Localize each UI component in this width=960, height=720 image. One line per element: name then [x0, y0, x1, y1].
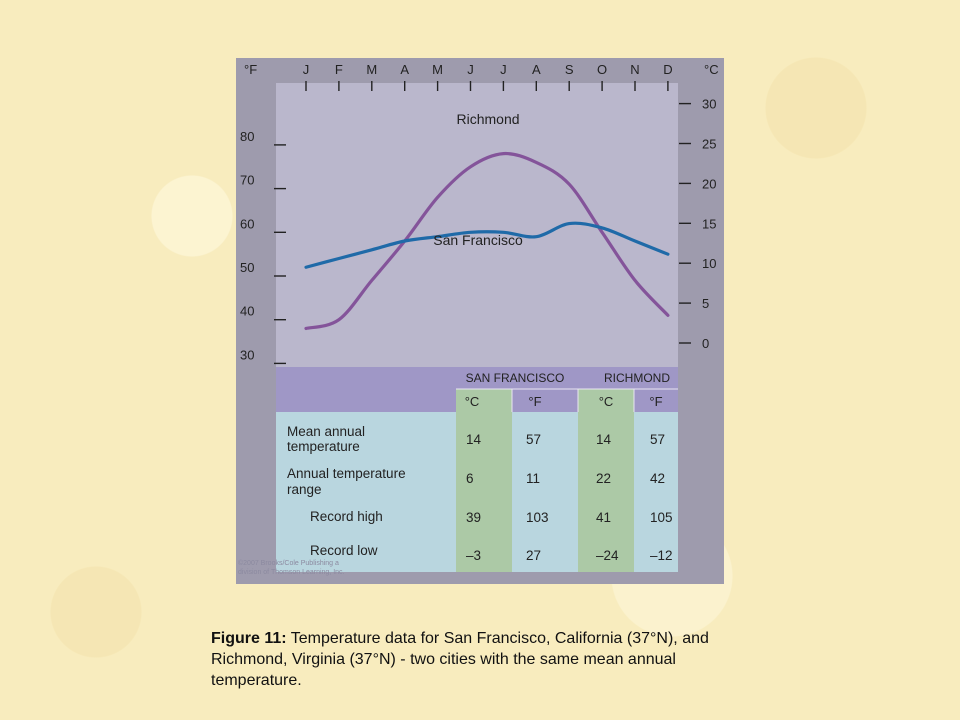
y-tick-label-f: 50 — [240, 260, 254, 275]
table-unit-header: °F — [649, 394, 662, 409]
month-label: A — [532, 62, 541, 77]
table-unit-header: °C — [465, 394, 480, 409]
table-cell: –24 — [596, 548, 619, 563]
y-tick-label-f: 30 — [240, 347, 254, 362]
copyright-text: ©2007 Brooks/Cole Publishing a — [238, 559, 339, 567]
month-label: M — [432, 62, 443, 77]
month-label: J — [303, 62, 310, 77]
series-line-san-francisco — [304, 221, 670, 269]
table-row-label: Record high — [310, 509, 383, 524]
month-label: F — [335, 62, 343, 77]
table-row-label: Record low — [310, 543, 378, 558]
month-label: M — [366, 62, 377, 77]
table-cell: 14 — [466, 432, 482, 447]
table-unit-header: °C — [599, 394, 614, 409]
table-cell: 103 — [526, 510, 549, 525]
y-tick-label-c: 20 — [702, 176, 716, 191]
table-cell: –12 — [650, 548, 673, 563]
table-cell: 39 — [466, 510, 481, 525]
table-cell: 27 — [526, 548, 541, 563]
caption-text: Temperature data for San Francisco, Cali… — [211, 630, 709, 689]
table-celsius-column — [578, 389, 634, 572]
month-label: D — [663, 62, 672, 77]
table-unit-header: °F — [528, 394, 541, 409]
table-row-label: Mean annual — [287, 424, 365, 439]
y-tick-label-f: 80 — [240, 129, 254, 144]
table-cell: 22 — [596, 471, 611, 486]
table-city-header: RICHMOND — [604, 371, 670, 385]
series-label-richmond: Richmond — [456, 111, 519, 127]
y-tick-label-c: 5 — [702, 296, 709, 311]
y-tick-label-c: 15 — [702, 216, 716, 231]
table-cell: 41 — [596, 510, 611, 525]
y-tick-label-f: 60 — [240, 216, 254, 231]
y-tick-label-f: 40 — [240, 304, 254, 319]
table-cell: 42 — [650, 471, 665, 486]
y-tick-label-f: 70 — [240, 173, 254, 188]
y-tick-label-c: 0 — [702, 336, 709, 351]
y-tick-label-c: 25 — [702, 137, 716, 152]
plot-area — [276, 83, 678, 367]
caption-label: Figure 11: — [211, 630, 287, 647]
table-cell: 105 — [650, 510, 673, 525]
month-label: A — [400, 62, 409, 77]
series-line-richmond — [304, 151, 670, 331]
series-label-san-francisco: San Francisco — [433, 232, 523, 248]
month-label: N — [630, 62, 639, 77]
table-cell: 6 — [466, 471, 474, 486]
y-tick-label-c: 30 — [702, 97, 716, 112]
y-tick-label-c: 10 — [702, 256, 716, 271]
table-city-header: SAN FRANCISCO — [466, 371, 565, 385]
table-cell: 57 — [526, 432, 541, 447]
temperature-chart: J F M A M J J A S O N D °F °C 30 40 50 60 70 80 0 5 10 15 20 25 30… — [238, 62, 719, 576]
table-cell: 14 — [596, 432, 612, 447]
copyright-text: division of Thomson Learning, Inc. — [238, 569, 345, 576]
table-row-label: Annual temperature — [287, 466, 406, 481]
y-axis-unit-left: °F — [244, 62, 257, 77]
table-cell: 11 — [526, 471, 540, 486]
table-cell: 57 — [650, 432, 665, 447]
month-label: O — [597, 62, 607, 77]
table-row-label: range — [287, 482, 322, 497]
month-label: J — [500, 62, 507, 77]
figure-caption: Figure 11: Temperature data for San Fran… — [211, 628, 731, 691]
month-label: J — [467, 62, 474, 77]
y-axis-unit-right: °C — [704, 62, 719, 77]
table-celsius-column — [456, 389, 512, 572]
table-cell: –3 — [466, 548, 481, 563]
table-row-label: temperature — [287, 439, 360, 454]
month-label: S — [565, 62, 574, 77]
chart-figure: J F M A M J J A S O N D °F °C 30 40 50 60 70 80 0 5 10 15 20 25 30… — [236, 58, 724, 584]
